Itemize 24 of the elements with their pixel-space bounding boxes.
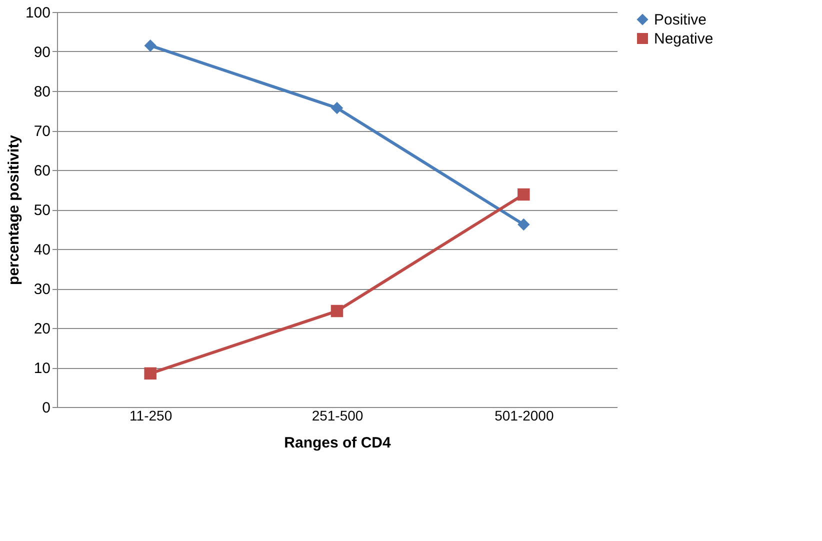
point	[518, 188, 530, 201]
x-tick-label: 251-500	[312, 408, 364, 424]
y-tick-label: 40	[34, 242, 50, 258]
y-tick-label: 70	[34, 123, 50, 140]
point	[330, 102, 344, 114]
y-tick-label: 30	[34, 281, 50, 298]
legend-label: Negative	[654, 30, 714, 48]
x-axis-title: Ranges of CD4	[284, 434, 392, 452]
y-tick-label: 50	[34, 202, 50, 219]
point	[518, 218, 530, 231]
x-tick-label: 11-250	[130, 408, 172, 424]
point	[144, 367, 156, 380]
y-tick-label: 20	[34, 320, 50, 338]
point	[330, 304, 344, 318]
x-tick-label: 501-2000	[494, 408, 554, 424]
y-tick-label: 100	[25, 4, 50, 22]
y-axis-title: percentage positivity	[5, 134, 22, 286]
y-tick-label: 80	[34, 84, 50, 100]
point	[144, 39, 156, 52]
y-tick-label: 10	[34, 360, 50, 377]
y-tick-label: 0	[42, 400, 50, 416]
y-tick-label: 60	[34, 162, 50, 180]
y-tick-label: 90	[34, 44, 50, 61]
legend-label: Positive	[654, 12, 707, 28]
